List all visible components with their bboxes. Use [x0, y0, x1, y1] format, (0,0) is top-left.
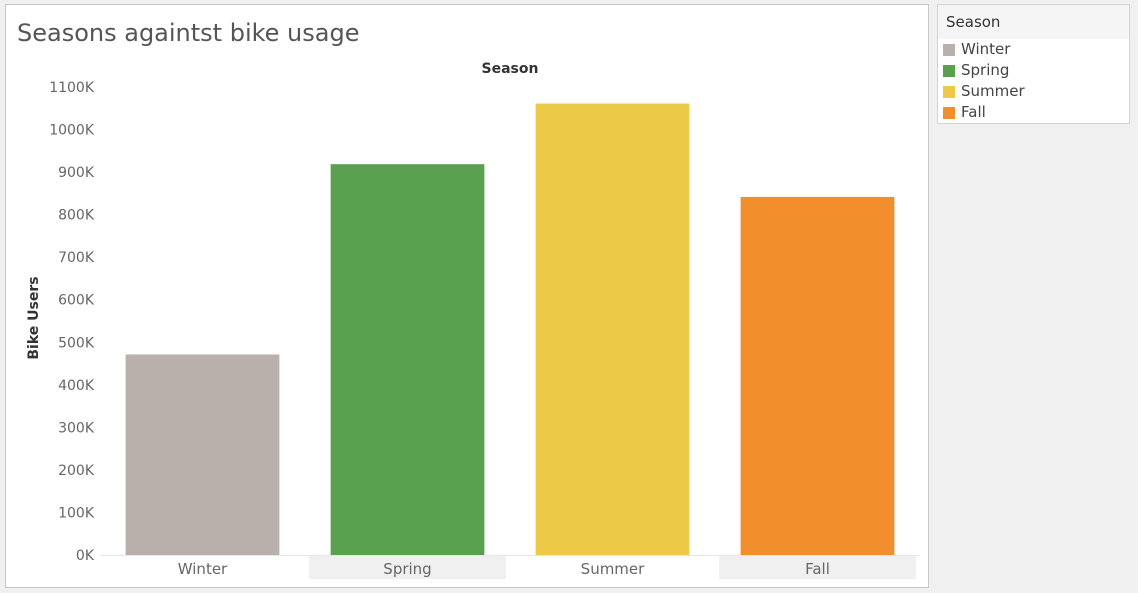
y-tick-label: 100K [58, 505, 95, 521]
legend-label-summer: Summer [961, 82, 1025, 100]
column-header: Season [482, 61, 539, 77]
legend-item-fall[interactable]: Fall [938, 102, 1129, 123]
legend-title: Season [938, 5, 1129, 39]
legend-item-winter[interactable]: Winter [938, 39, 1129, 60]
legend-label-spring: Spring [961, 61, 1010, 79]
x-tick-label-spring: Spring [383, 560, 431, 578]
legend-swatch-winter [943, 43, 955, 56]
x-tick-label-winter: Winter [178, 560, 228, 578]
y-tick-label: 1000K [49, 123, 95, 139]
y-tick-label: 600K [58, 293, 95, 309]
chart-title: Seasons againtst bike usage [17, 19, 360, 47]
legend-item-spring[interactable]: Spring [938, 60, 1129, 81]
y-tick-label: 500K [58, 335, 95, 351]
legend-swatch-spring [943, 64, 955, 77]
legend-label-fall: Fall [961, 103, 986, 121]
bar-spring[interactable] [330, 164, 485, 555]
legend-swatch-fall [943, 106, 955, 119]
category-bands [309, 555, 916, 579]
legend-label-winter: Winter [961, 40, 1011, 58]
y-axis-ticks: 0K 100K 200K 300K 400K 500K 600K 700K 800K 900K 10… [49, 80, 95, 564]
bars [125, 103, 895, 555]
x-tick-label-fall: Fall [805, 560, 830, 578]
y-tick-label: 200K [58, 463, 95, 479]
legend-swatch-summer [943, 85, 955, 98]
y-tick-label: 400K [58, 378, 95, 394]
x-band-fall [719, 555, 916, 579]
y-tick-label: 1100K [49, 80, 95, 96]
y-axis-label: Bike Users [26, 276, 42, 359]
legend: Season Winter Spring Summer Fall [937, 4, 1130, 124]
legend-item-summer[interactable]: Summer [938, 81, 1129, 102]
y-tick-label: 300K [58, 420, 95, 436]
bar-winter[interactable] [125, 354, 280, 555]
y-tick-label: 800K [58, 208, 95, 224]
bar-summer[interactable] [535, 103, 690, 555]
bar-chart: 0K 100K 200K 300K 400K 500K 600K 700K 800K 900K 10… [26, 61, 920, 579]
bar-fall[interactable] [740, 196, 895, 555]
x-tick-label-summer: Summer [581, 560, 645, 578]
y-tick-label: 700K [58, 250, 95, 266]
x-band-spring [309, 555, 506, 579]
y-tick-label: 0K [76, 548, 95, 564]
chart-panel: Seasons againtst bike usage 0K 100K 200K 30… [5, 4, 929, 588]
y-tick-label: 900K [58, 165, 95, 181]
x-axis-ticks: Winter Spring Summer Fall [178, 560, 830, 578]
